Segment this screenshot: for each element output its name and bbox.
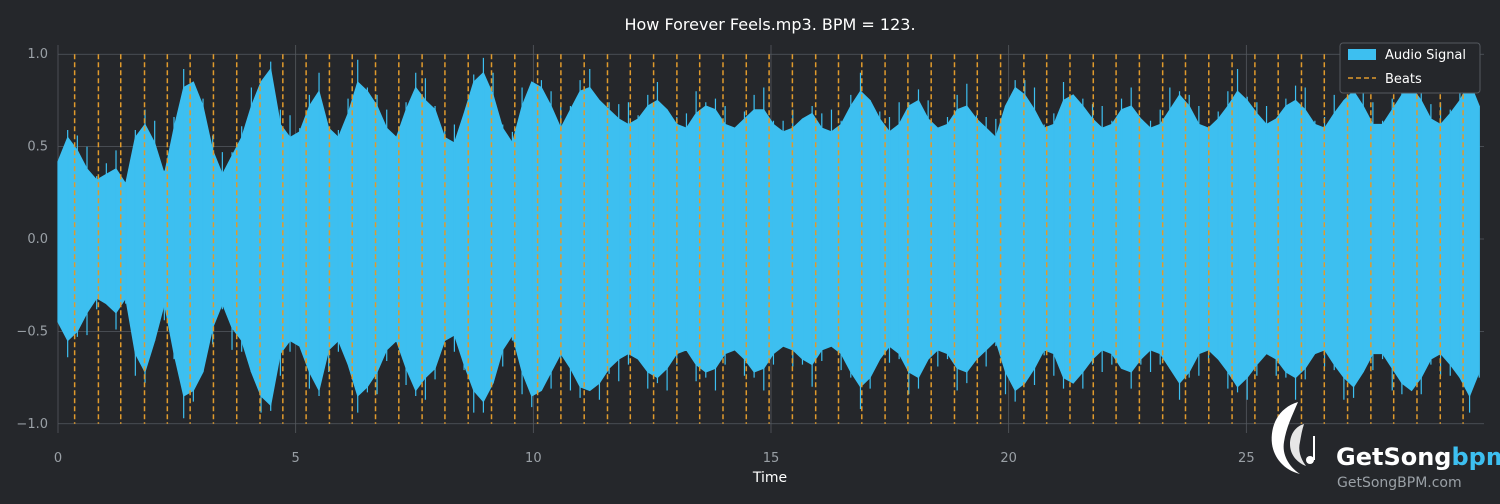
legend-label-beats: Beats [1385,72,1422,87]
legend-swatch-audio-signal [1348,49,1376,60]
x-tick-label: 5 [292,451,300,466]
y-tick-label: −0.5 [16,324,48,339]
y-tick-label: 0.0 [27,232,48,247]
legend-label-audio-signal: Audio Signal [1385,48,1466,63]
y-tick-label: 0.5 [27,140,48,155]
watermark: GetSongbpm GetSongBPM.com [1271,402,1500,491]
x-tick-label: 0 [54,451,62,466]
beats-series [73,54,1464,424]
axis-ticks: 1.0 0.5 0.0 −0.5 −1.0 0 5 10 15 20 25 [16,47,1254,466]
bird-music-note-icon [1271,402,1315,474]
x-tick-label: 15 [763,451,780,466]
audio-signal-series [57,57,1480,419]
chart-title: How Forever Feels.mp3. BPM = 123. [624,15,915,34]
x-tick-label: 20 [1000,451,1017,466]
y-tick-label: −1.0 [16,417,48,432]
x-tick-label: 10 [525,451,542,466]
x-tick-label: 25 [1238,451,1255,466]
legend: Audio Signal Beats [1339,42,1481,94]
watermark-brand: GetSongbpm [1336,443,1500,471]
x-axis-label: Time [752,470,787,486]
y-tick-label: 1.0 [27,47,48,62]
watermark-url: GetSongBPM.com [1337,475,1462,491]
